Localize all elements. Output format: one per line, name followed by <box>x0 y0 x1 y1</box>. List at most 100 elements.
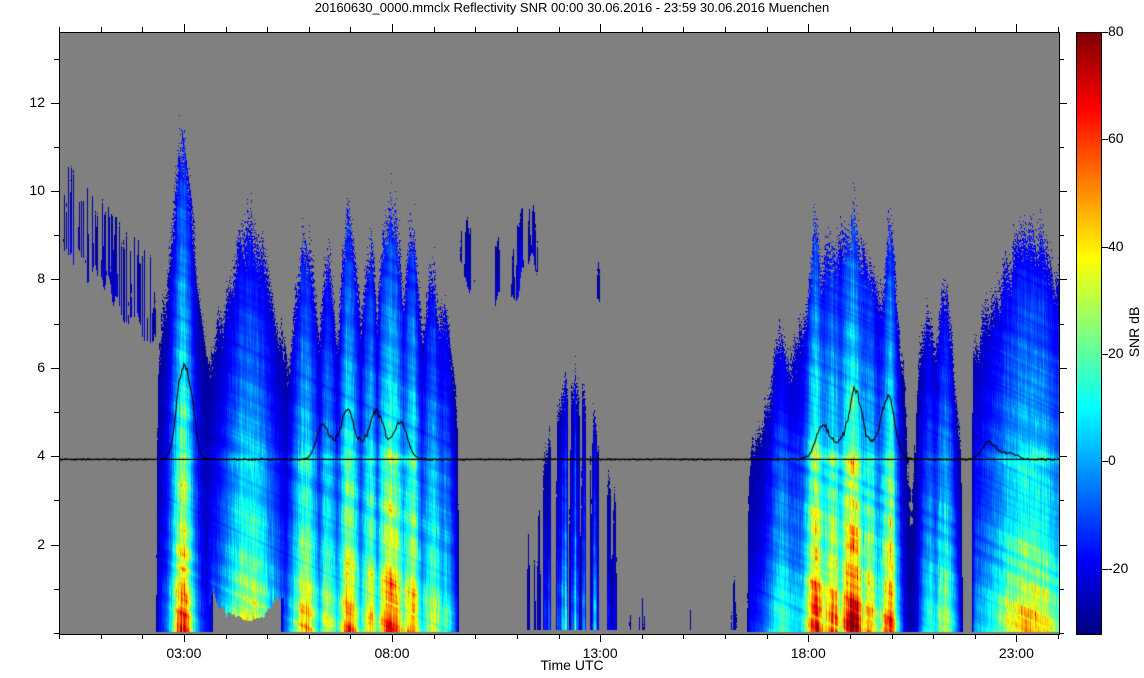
x-tick-minor-top <box>101 27 102 32</box>
x-tick-minor <box>933 634 934 639</box>
x-tick-minor <box>892 634 893 639</box>
x-tick-minor-top <box>309 27 310 32</box>
x-tick-minor-top <box>975 27 976 32</box>
y-tick-label: 4 <box>37 447 45 464</box>
x-tick-major-top <box>1016 24 1017 32</box>
x-tick-minor-top <box>142 27 143 32</box>
y-tick-major-right <box>1059 191 1067 192</box>
y-tick-minor-right <box>1059 412 1064 413</box>
y-tick-major <box>51 103 59 104</box>
y-tick-minor-right <box>1059 147 1064 148</box>
y-tick-minor <box>54 235 59 236</box>
x-tick-minor-top <box>559 27 560 32</box>
y-tick-minor-right <box>1059 500 1064 501</box>
x-tick-label: 23:00 <box>998 645 1034 661</box>
x-tick-minor <box>767 634 768 639</box>
page-title: 20160630_0000.mmclx Reflectivity SNR 00:… <box>314 0 830 15</box>
y-tick-minor <box>54 500 59 501</box>
x-tick-minor <box>559 634 560 639</box>
y-tick-major-right <box>1059 279 1067 280</box>
colorbar-tick <box>1102 354 1108 355</box>
x-tick-minor <box>475 634 476 639</box>
x-tick-minor-top <box>1058 27 1059 32</box>
y-tick-minor-right <box>1059 235 1064 236</box>
x-tick-minor-top <box>267 27 268 32</box>
y-tick-minor-right <box>1059 59 1064 60</box>
x-tick-minor-top <box>59 27 60 32</box>
x-tick-major-top <box>600 24 601 32</box>
y-tick-major-right <box>1059 456 1067 457</box>
colorbar-tick <box>1102 32 1108 33</box>
x-tick-label: 18:00 <box>790 645 826 661</box>
x-tick-minor-top <box>892 27 893 32</box>
colorbar-tick-label: 40 <box>1108 238 1124 254</box>
x-tick-major <box>392 634 393 642</box>
colorbar-gradient <box>1077 33 1101 634</box>
x-tick-major <box>600 634 601 642</box>
colorbar-tick-label: -20 <box>1108 560 1129 576</box>
x-tick-minor-top <box>350 27 351 32</box>
y-tick-minor-right <box>1059 589 1064 590</box>
y-tick-major <box>51 545 59 546</box>
x-tick-label: 13:00 <box>582 645 618 661</box>
x-tick-minor <box>725 634 726 639</box>
y-tick-major-right <box>1059 545 1067 546</box>
x-tick-minor-top <box>226 27 227 32</box>
x-tick-minor <box>101 634 102 639</box>
y-tick-major <box>51 368 59 369</box>
y-tick-minor-right <box>1059 324 1064 325</box>
colorbar-tick-label: 0 <box>1108 452 1116 468</box>
colorbar-tick-label: 60 <box>1108 130 1124 146</box>
y-tick-minor <box>54 324 59 325</box>
y-tick-label: 12 <box>29 93 45 110</box>
y-tick-minor <box>54 589 59 590</box>
x-tick-major-top <box>392 24 393 32</box>
x-tick-minor-top <box>475 27 476 32</box>
melting-layer-overlay-canvas <box>60 33 1059 634</box>
x-tick-minor-top <box>767 27 768 32</box>
y-tick-minor <box>54 633 59 634</box>
colorbar-tick-label: 20 <box>1108 345 1124 361</box>
y-tick-major <box>51 191 59 192</box>
colorbar-tick-label: 80 <box>1108 23 1124 39</box>
x-tick-minor-top <box>683 27 684 32</box>
x-tick-major-top <box>808 24 809 32</box>
x-tick-minor <box>1058 634 1059 639</box>
x-tick-minor <box>142 634 143 639</box>
x-tick-major <box>808 634 809 642</box>
x-tick-minor-top <box>725 27 726 32</box>
x-tick-label: 08:00 <box>374 645 410 661</box>
y-tick-label: 2 <box>37 535 45 552</box>
x-tick-minor-top <box>933 27 934 32</box>
x-axis-title: Time UTC <box>540 657 604 673</box>
colorbar <box>1076 32 1102 635</box>
x-tick-minor <box>642 634 643 639</box>
y-tick-label: 10 <box>29 182 45 199</box>
x-tick-minor <box>517 634 518 639</box>
y-tick-major <box>51 279 59 280</box>
x-tick-minor <box>683 634 684 639</box>
x-tick-minor <box>975 634 976 639</box>
x-tick-label: 03:00 <box>166 645 202 661</box>
plot-area <box>59 32 1060 635</box>
x-tick-minor-top <box>517 27 518 32</box>
colorbar-tick <box>1102 247 1108 248</box>
colorbar-tick <box>1102 461 1108 462</box>
colorbar-title: SNR dB <box>1126 306 1142 358</box>
x-tick-minor <box>350 634 351 639</box>
y-tick-minor <box>54 412 59 413</box>
x-tick-minor-top <box>434 27 435 32</box>
x-tick-major <box>184 634 185 642</box>
y-tick-major-right <box>1059 103 1067 104</box>
y-tick-label: 6 <box>37 358 45 375</box>
x-tick-major <box>1016 634 1017 642</box>
x-tick-minor <box>226 634 227 639</box>
y-tick-minor <box>54 59 59 60</box>
y-tick-minor-right <box>1059 633 1064 634</box>
x-tick-minor <box>59 634 60 639</box>
colorbar-tick <box>1102 139 1108 140</box>
x-tick-minor <box>434 634 435 639</box>
x-tick-minor <box>309 634 310 639</box>
x-tick-minor <box>267 634 268 639</box>
